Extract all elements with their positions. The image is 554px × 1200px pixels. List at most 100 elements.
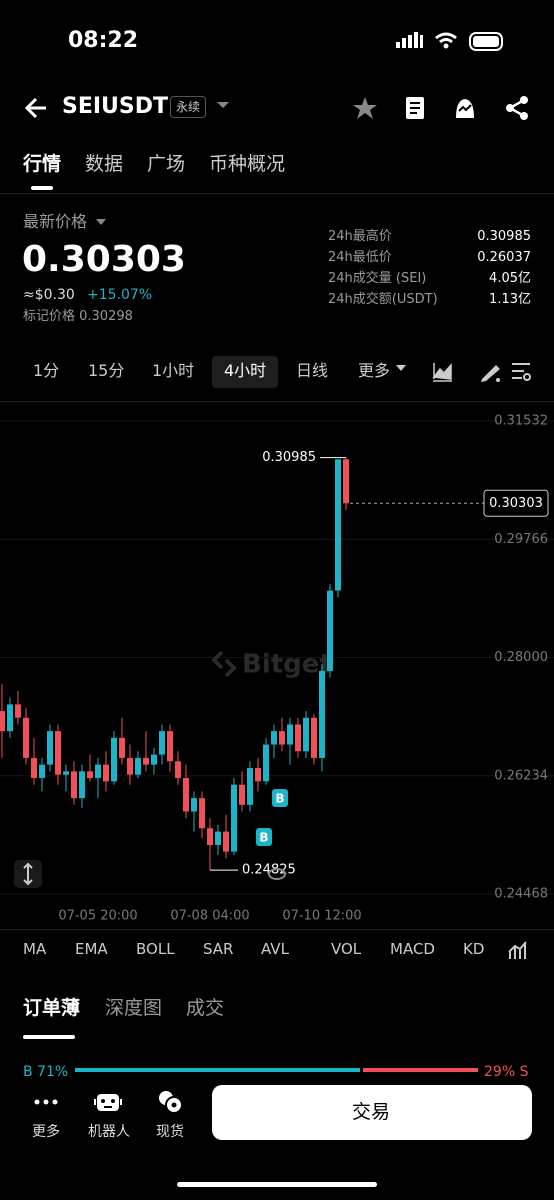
candle-body	[175, 761, 181, 779]
interval[interactable]: 1小时	[152, 361, 195, 380]
contract-tag: 永续	[170, 96, 207, 118]
last-price-box	[483, 489, 549, 517]
candle-body	[255, 767, 261, 782]
y-tick-label: 0.28000	[494, 650, 548, 665]
stat-value: 1.13亿	[489, 292, 531, 307]
chart-tools[interactable]	[432, 361, 532, 383]
stat-value: 0.30985	[477, 229, 531, 244]
candle-body	[207, 828, 213, 845]
candle-body	[279, 731, 285, 745]
candle-body	[151, 754, 157, 765]
nav-icons	[34, 1091, 183, 1114]
y-tick-label: 0.24468	[494, 887, 548, 902]
candle-body	[63, 771, 69, 775]
symbol[interactable]: SEIUSDT	[62, 94, 169, 119]
candle-body	[0, 711, 5, 732]
book-tab[interactable]: 订单薄	[23, 997, 81, 1019]
candle-body	[271, 731, 277, 745]
candle-body	[167, 731, 173, 762]
sell-bar	[363, 1068, 478, 1072]
indicator[interactable]: SAR	[203, 940, 234, 958]
tab[interactable]: 币种概况	[209, 153, 286, 175]
indicator[interactable]: AVL	[261, 940, 289, 958]
stat-value: 4.05亿	[489, 271, 531, 286]
buy-bar	[75, 1068, 360, 1072]
candle-body	[7, 704, 13, 732]
candle-body	[143, 757, 149, 765]
candle-body	[303, 717, 309, 752]
candle-body	[127, 757, 133, 775]
candle-body	[47, 731, 53, 765]
trade-marker-icon: B	[259, 831, 268, 845]
candle-body	[319, 670, 325, 758]
candle-body	[111, 737, 117, 782]
tab[interactable]: 数据	[85, 153, 124, 175]
stat-label: 24h成交量 (SEI)	[328, 271, 427, 286]
candle-body	[159, 731, 165, 755]
candle-body	[295, 724, 301, 752]
candle-body	[31, 757, 37, 779]
interval-highlight	[212, 356, 278, 388]
trade-button[interactable]	[212, 1085, 532, 1140]
price-label[interactable]: 最新价格	[23, 212, 88, 231]
home-indicator	[177, 1182, 377, 1187]
status-icons	[396, 32, 503, 51]
divider	[0, 401, 554, 402]
indicator[interactable]: MA	[23, 940, 47, 958]
interval[interactable]: 更多	[358, 361, 391, 380]
candle-body	[23, 717, 29, 758]
symbol-caret[interactable]	[216, 100, 230, 110]
trade-marker	[272, 789, 288, 807]
book-tab[interactable]: 深度图	[105, 997, 163, 1019]
mark-price: 标记价格 0.30298	[23, 309, 133, 324]
divider	[0, 193, 554, 194]
indicator[interactable]: EMA	[75, 940, 108, 958]
nav-label[interactable]: 机器人	[88, 1124, 130, 1140]
candle-body	[247, 767, 253, 805]
tab[interactable]: 广场	[147, 153, 186, 175]
candle-body	[239, 784, 245, 805]
candle-body	[87, 771, 93, 779]
book-tab[interactable]: 成交	[186, 997, 225, 1019]
interval[interactable]: 日线	[296, 361, 329, 380]
header-icons[interactable]	[352, 94, 532, 122]
tab[interactable]: 行情	[23, 153, 62, 175]
divider	[0, 929, 554, 930]
trade-marker-icon: B	[275, 792, 284, 806]
candle-body	[39, 764, 45, 779]
nav-label[interactable]: 更多	[32, 1124, 60, 1140]
candle-body	[287, 724, 293, 745]
caret	[96, 219, 106, 225]
caret	[396, 365, 406, 371]
tab-indicator	[23, 1035, 75, 1039]
indicator[interactable]: MACD	[390, 940, 435, 958]
interval[interactable]: 4小时	[224, 361, 267, 380]
stat-label: 24h最高价	[328, 229, 392, 244]
candle-body	[119, 737, 125, 758]
interval[interactable]: 1分	[33, 361, 60, 380]
tab-indicator	[31, 186, 53, 190]
trade-button-label[interactable]: 交易	[352, 1101, 391, 1123]
indicator-settings[interactable]	[508, 940, 528, 960]
candle-body	[15, 704, 21, 718]
candle-body	[55, 731, 61, 775]
back-button[interactable]	[24, 95, 50, 121]
watermark-logo	[211, 650, 237, 678]
candle-body	[231, 784, 237, 852]
y-tick-label: 0.26234	[494, 768, 548, 783]
status-time: 08:22	[68, 28, 139, 53]
indicator[interactable]: VOL	[331, 940, 362, 958]
candle-body	[327, 590, 333, 671]
candle-body	[191, 798, 197, 812]
candle-body	[79, 771, 85, 799]
last-price: 0.30303	[22, 239, 186, 280]
nav-label[interactable]: 现货	[156, 1124, 184, 1140]
indicator[interactable]: KD	[463, 940, 485, 958]
watermark: Bitget	[242, 650, 332, 680]
interval[interactable]: 15分	[88, 361, 125, 380]
indicator[interactable]: BOLL	[136, 940, 175, 958]
stat-label: 24h成交额(USDT)	[328, 292, 438, 307]
scale-icon	[23, 862, 33, 886]
sell-ratio: 29% S	[484, 1064, 529, 1080]
x-tick-label: 07-08 04:00	[170, 909, 249, 924]
